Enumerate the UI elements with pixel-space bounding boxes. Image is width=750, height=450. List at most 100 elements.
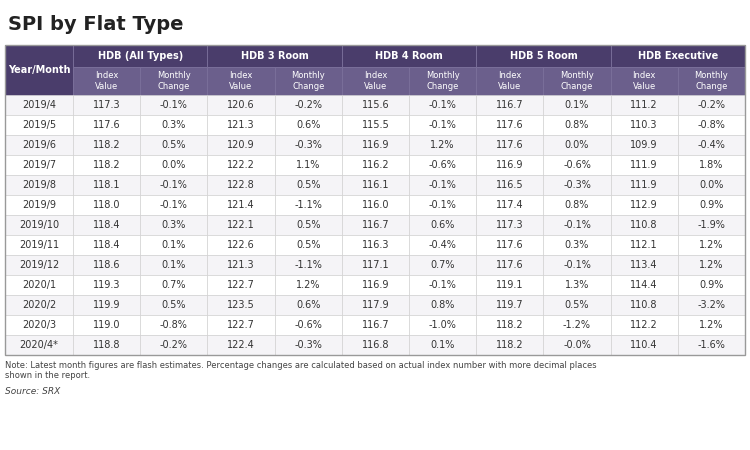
Text: 116.7: 116.7 — [496, 100, 524, 110]
Text: 2019/4: 2019/4 — [22, 100, 56, 110]
Bar — [208, 175, 274, 195]
Text: 121.4: 121.4 — [227, 200, 255, 210]
Bar — [5, 175, 73, 195]
Bar — [476, 315, 544, 335]
Bar — [409, 235, 476, 255]
Bar — [274, 235, 342, 255]
Text: 119.9: 119.9 — [93, 300, 120, 310]
Text: -0.1%: -0.1% — [160, 100, 188, 110]
Text: 117.6: 117.6 — [496, 120, 524, 130]
Text: -1.0%: -1.0% — [429, 320, 457, 330]
Bar — [544, 195, 610, 215]
Text: 0.6%: 0.6% — [430, 220, 454, 230]
Text: -0.1%: -0.1% — [563, 260, 591, 270]
Bar — [342, 115, 409, 135]
Text: 116.5: 116.5 — [496, 180, 524, 190]
Bar — [274, 315, 342, 335]
Text: 2019/11: 2019/11 — [19, 240, 59, 250]
Bar — [678, 67, 745, 95]
Bar — [73, 175, 140, 195]
Text: 119.0: 119.0 — [93, 320, 120, 330]
Bar — [274, 215, 342, 235]
Text: -0.8%: -0.8% — [698, 120, 725, 130]
Text: 122.4: 122.4 — [227, 340, 255, 350]
Text: -3.2%: -3.2% — [698, 300, 725, 310]
Bar — [5, 45, 73, 95]
Bar — [342, 255, 409, 275]
Text: 1.1%: 1.1% — [296, 160, 320, 170]
Text: 112.9: 112.9 — [631, 200, 658, 210]
Bar — [544, 175, 610, 195]
Text: -0.6%: -0.6% — [563, 160, 591, 170]
Text: -0.1%: -0.1% — [429, 120, 457, 130]
Text: 121.3: 121.3 — [227, 260, 255, 270]
Text: 110.3: 110.3 — [631, 120, 658, 130]
Bar — [678, 115, 745, 135]
Text: 1.3%: 1.3% — [565, 280, 590, 290]
Text: 119.7: 119.7 — [496, 300, 524, 310]
Text: -1.6%: -1.6% — [698, 340, 725, 350]
Text: 110.4: 110.4 — [631, 340, 658, 350]
Text: Monthly
Change: Monthly Change — [426, 71, 460, 91]
Text: 118.0: 118.0 — [93, 200, 120, 210]
Text: -0.1%: -0.1% — [160, 180, 188, 190]
Bar — [73, 275, 140, 295]
Text: 0.3%: 0.3% — [565, 240, 590, 250]
Bar — [342, 195, 409, 215]
Text: Monthly
Change: Monthly Change — [291, 71, 325, 91]
Text: 116.7: 116.7 — [362, 320, 389, 330]
Bar — [140, 195, 208, 215]
Text: 0.9%: 0.9% — [699, 200, 724, 210]
Bar — [5, 195, 73, 215]
Bar — [342, 295, 409, 315]
Text: 117.4: 117.4 — [496, 200, 524, 210]
Bar — [208, 115, 274, 135]
Text: Monthly
Change: Monthly Change — [560, 71, 594, 91]
Bar — [610, 295, 678, 315]
Text: 112.2: 112.2 — [630, 320, 658, 330]
Text: 0.7%: 0.7% — [161, 280, 186, 290]
Text: 1.8%: 1.8% — [699, 160, 724, 170]
Bar — [409, 155, 476, 175]
Text: -0.1%: -0.1% — [429, 280, 457, 290]
Bar — [140, 255, 208, 275]
Text: 0.8%: 0.8% — [565, 200, 590, 210]
Bar — [476, 295, 544, 315]
Bar — [208, 215, 274, 235]
Text: HDB 5 Room: HDB 5 Room — [509, 51, 578, 61]
Text: 117.3: 117.3 — [496, 220, 524, 230]
Bar — [73, 295, 140, 315]
Text: 2020/1: 2020/1 — [22, 280, 56, 290]
Bar — [678, 275, 745, 295]
Text: HDB 4 Room: HDB 4 Room — [375, 51, 442, 61]
Bar — [73, 45, 208, 67]
Text: -0.2%: -0.2% — [294, 100, 322, 110]
Bar — [73, 315, 140, 335]
Text: 122.7: 122.7 — [227, 320, 255, 330]
Text: 2019/9: 2019/9 — [22, 200, 56, 210]
Bar — [544, 235, 610, 255]
Text: 116.9: 116.9 — [496, 160, 524, 170]
Text: 117.1: 117.1 — [362, 260, 389, 270]
Bar — [476, 95, 544, 115]
Text: 117.3: 117.3 — [93, 100, 121, 110]
Text: 116.9: 116.9 — [362, 140, 389, 150]
Bar — [73, 115, 140, 135]
Bar — [342, 275, 409, 295]
Bar — [409, 95, 476, 115]
Bar — [610, 195, 678, 215]
Bar — [409, 135, 476, 155]
Bar — [476, 45, 610, 67]
Bar — [409, 175, 476, 195]
Bar — [544, 115, 610, 135]
Bar — [678, 95, 745, 115]
Text: 118.6: 118.6 — [93, 260, 120, 270]
Text: 0.5%: 0.5% — [296, 220, 320, 230]
Bar — [342, 315, 409, 335]
Bar — [274, 175, 342, 195]
Bar — [274, 115, 342, 135]
Bar — [73, 155, 140, 175]
Text: Source: SRX: Source: SRX — [5, 387, 60, 396]
Bar — [274, 295, 342, 315]
Bar — [140, 135, 208, 155]
